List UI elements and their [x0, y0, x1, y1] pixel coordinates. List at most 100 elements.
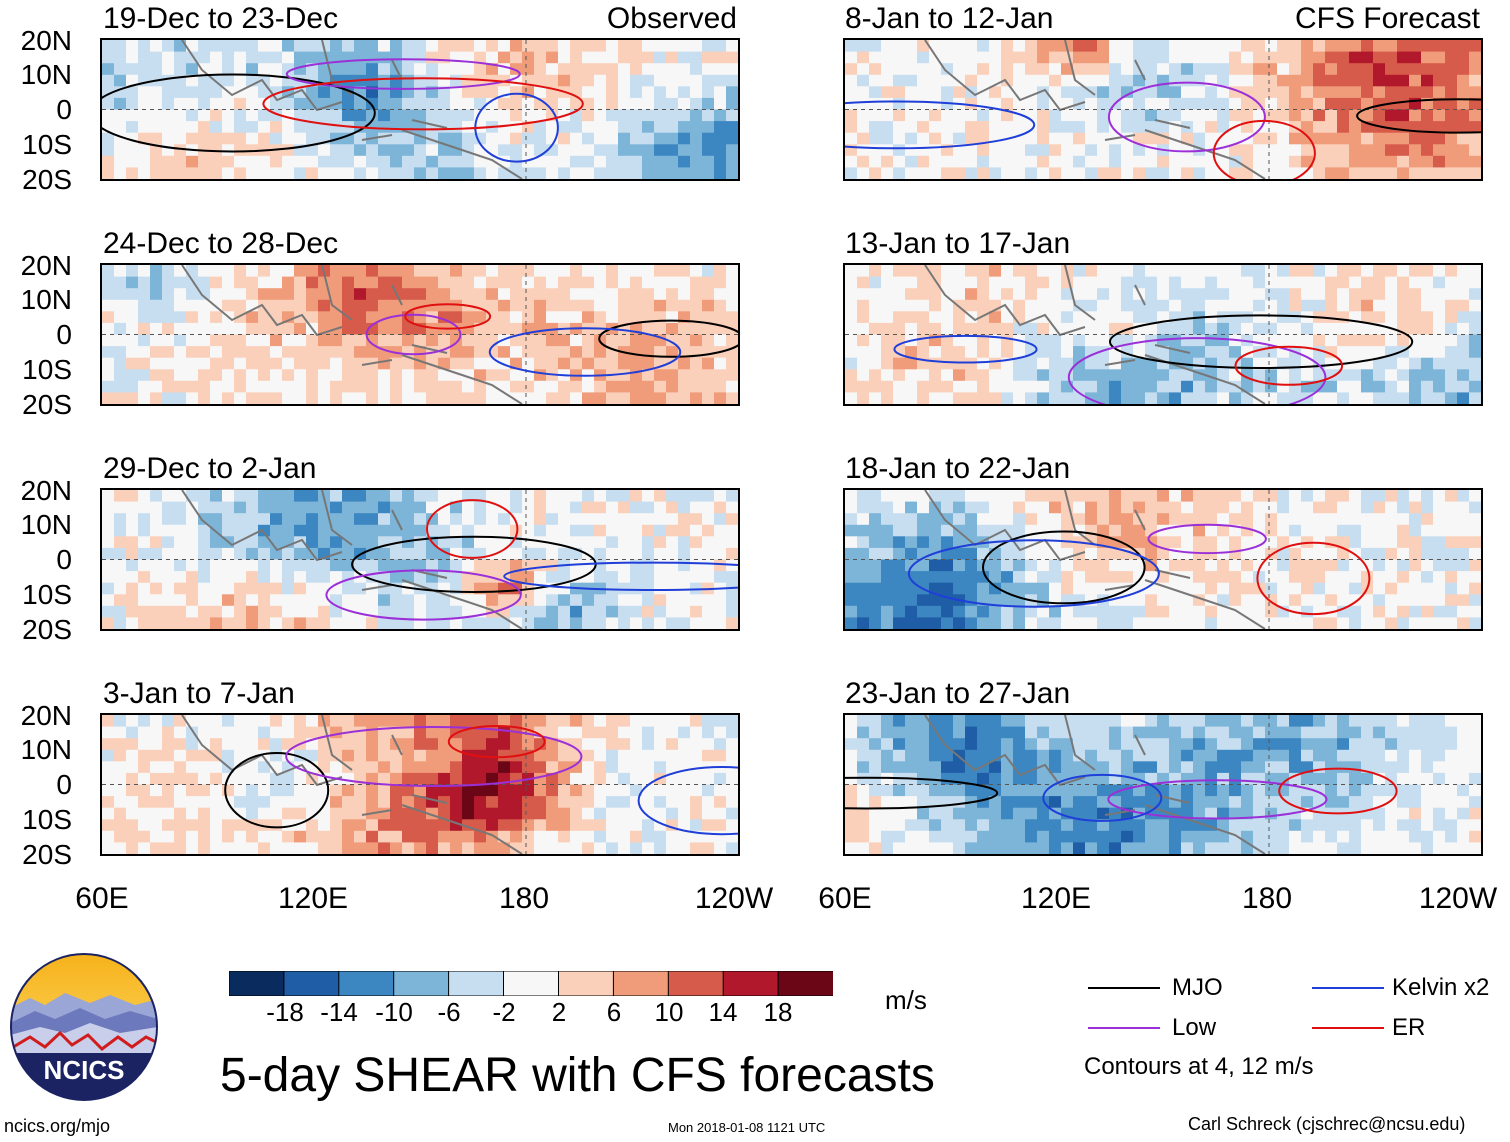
- shear-cell: [1001, 571, 1014, 584]
- shear-cell: [1085, 796, 1098, 809]
- shear-cell: [258, 121, 271, 134]
- shear-cell: [905, 40, 918, 53]
- shear-cell: [1085, 132, 1098, 145]
- shear-cell: [1049, 830, 1062, 843]
- shear-cell: [366, 796, 379, 809]
- shear-cell: [1457, 86, 1470, 99]
- shear-cell: [102, 346, 115, 359]
- shear-cell: [1097, 357, 1110, 370]
- shear-cell: [690, 715, 703, 728]
- shear-cell: [414, 265, 427, 278]
- shear-cell: [1097, 749, 1110, 762]
- shear-cell: [1361, 167, 1374, 179]
- shear-cell: [642, 501, 655, 514]
- shear-cell: [965, 167, 978, 179]
- shear-cell: [965, 594, 978, 607]
- map-panel-1: [100, 38, 740, 181]
- shear-cell: [881, 109, 894, 122]
- shear-cell: [690, 40, 703, 53]
- shear-cell: [1433, 155, 1446, 168]
- shear-cell: [1421, 501, 1434, 514]
- shear-cell: [306, 605, 319, 618]
- shear-cell: [1145, 617, 1158, 629]
- shear-cell: [534, 167, 547, 179]
- shear-cell: [450, 288, 463, 301]
- shear-cell: [414, 144, 427, 157]
- shear-cell: [1325, 334, 1338, 347]
- shear-cell: [666, 369, 679, 382]
- shear-cell: [546, 167, 559, 179]
- shear-cell: [917, 380, 930, 393]
- shear-cell: [1145, 109, 1158, 122]
- shear-cell: [258, 334, 271, 347]
- shear-cell: [714, 749, 727, 762]
- shear-cell: [1157, 796, 1170, 809]
- shear-cell: [1121, 571, 1134, 584]
- shear-cell: [318, 144, 331, 157]
- shear-cell: [869, 132, 882, 145]
- shear-cell: [845, 167, 858, 179]
- shear-cell: [270, 715, 283, 728]
- shear-cell: [1217, 761, 1230, 774]
- shear-cell: [102, 571, 115, 584]
- shear-cell: [246, 738, 259, 751]
- shear-cell: [1037, 807, 1050, 820]
- shear-cell: [1133, 74, 1146, 87]
- shear-cell: [558, 594, 571, 607]
- shear-cell: [210, 571, 223, 584]
- shear-cell: [114, 40, 127, 53]
- shear-cell: [570, 594, 583, 607]
- shear-cell: [1313, 109, 1326, 122]
- shear-cell: [690, 97, 703, 111]
- shear-cell: [1265, 51, 1278, 64]
- shear-cell: [1325, 501, 1338, 514]
- shear-cell: [150, 594, 163, 607]
- shear-cell: [1193, 299, 1206, 312]
- shear-cell: [246, 726, 259, 739]
- shear-cell: [594, 726, 607, 739]
- shear-cell: [186, 594, 199, 607]
- shear-cell: [1013, 559, 1026, 572]
- shear-cell: [1013, 524, 1026, 537]
- shear-cell: [522, 490, 535, 503]
- shear-cell: [342, 392, 355, 404]
- shear-cell: [642, 617, 655, 629]
- shear-cell: [1385, 536, 1398, 549]
- shear-cell: [570, 807, 583, 820]
- shear-cell: [1097, 121, 1110, 134]
- shear-cell: [714, 571, 727, 584]
- shear-cell: [642, 594, 655, 607]
- shear-cell: [1409, 132, 1422, 145]
- shear-cell: [989, 772, 1002, 786]
- shear-cell: [989, 155, 1002, 168]
- shear-cell: [1073, 155, 1086, 168]
- shear-cell: [1061, 392, 1074, 404]
- shear-cell: [1145, 715, 1158, 728]
- shear-cell: [138, 749, 151, 762]
- shear-cell: [546, 357, 559, 370]
- filter-contour: [637, 766, 738, 836]
- shear-cell: [162, 761, 175, 774]
- shear-cell: [905, 155, 918, 168]
- shear-cell: [1025, 276, 1038, 289]
- shear-cell: [1325, 86, 1338, 99]
- shear-cell: [414, 796, 427, 809]
- shear-cell: [726, 40, 738, 53]
- shear-cell: [1193, 726, 1206, 739]
- shear-cell: [282, 796, 295, 809]
- shear-cell: [498, 276, 511, 289]
- shear-cell: [606, 513, 619, 526]
- shear-cell: [1037, 830, 1050, 843]
- shear-cell: [965, 513, 978, 526]
- shear-cell: [186, 97, 199, 111]
- shear-cell: [1217, 842, 1230, 854]
- shear-cell: [534, 392, 547, 404]
- shear-cell: [474, 513, 487, 526]
- shear-cell: [426, 322, 439, 336]
- shear-cell: [1253, 715, 1266, 728]
- shear-cell: [702, 132, 715, 145]
- shear-cell: [941, 288, 954, 301]
- shear-cell: [1157, 346, 1170, 359]
- shear-cell: [869, 109, 882, 122]
- shear-cell: [1217, 86, 1230, 99]
